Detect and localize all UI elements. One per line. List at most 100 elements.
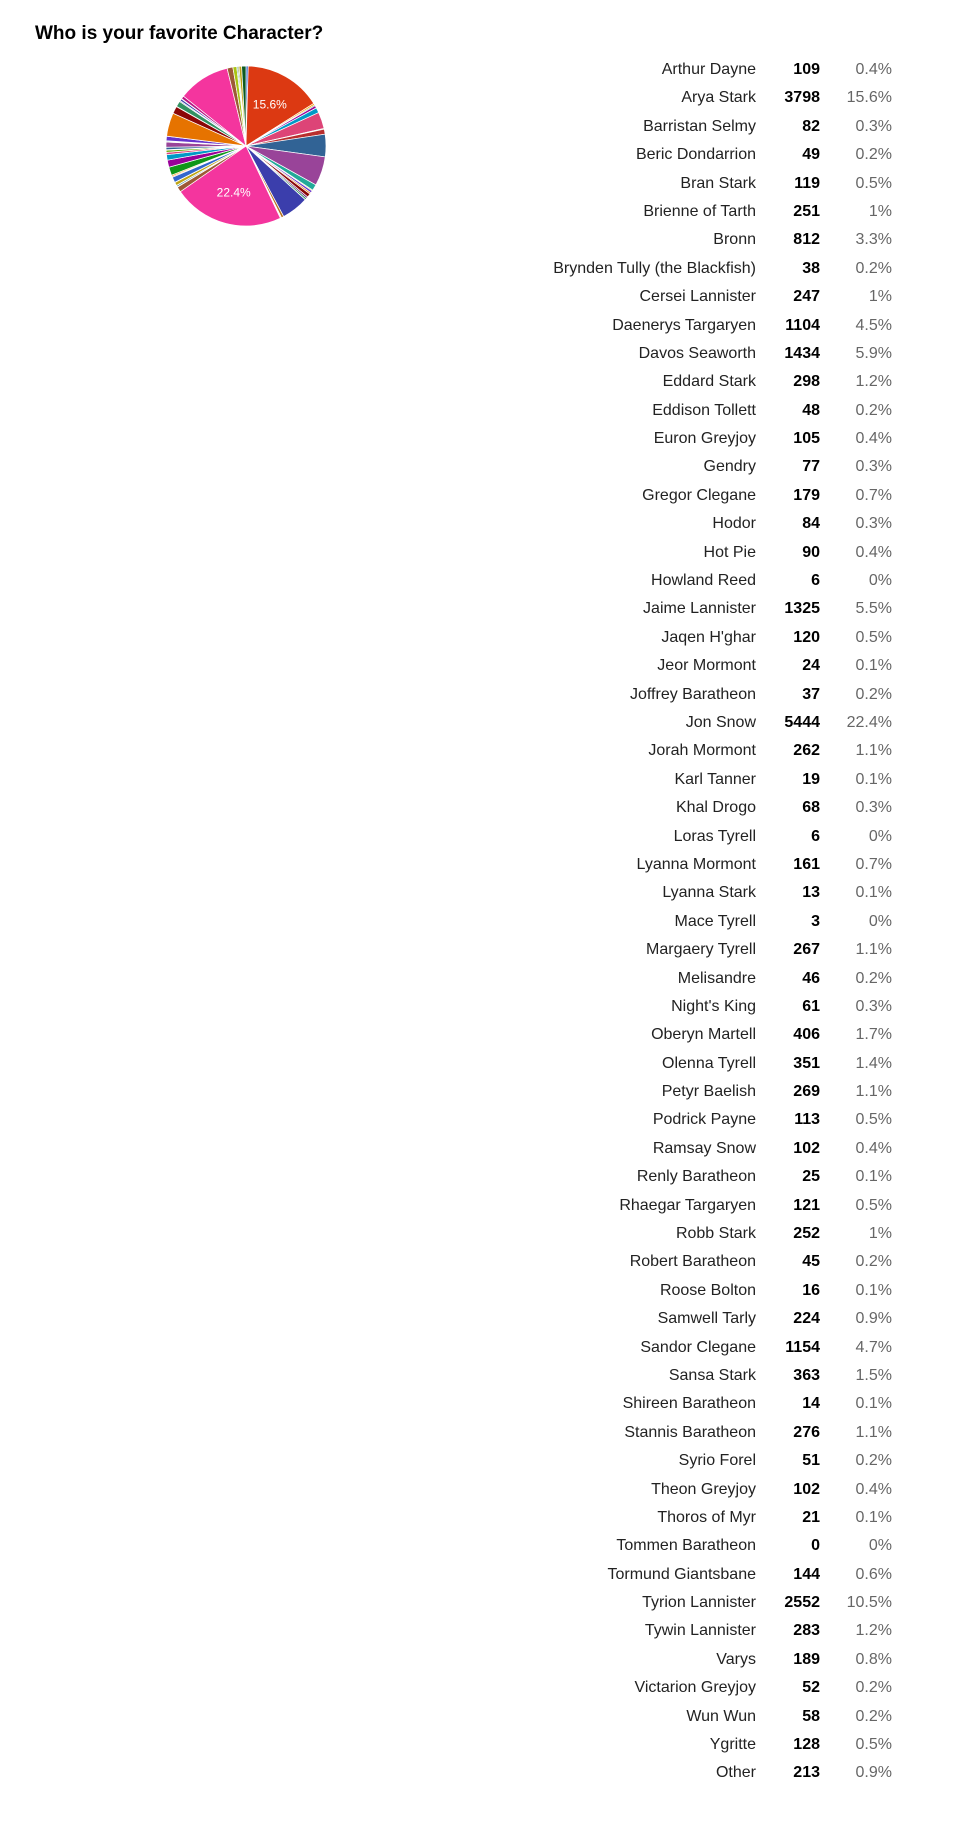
legend-percent: 0.6% [855,1565,892,1583]
legend-row: Jorah Mormont 262 1.1% [440,737,910,765]
legend-percent: 0.3% [855,117,892,135]
legend-row: Jaime Lannister 1325 5.5% [440,595,910,623]
legend-percent: 0.4% [855,430,892,448]
legend-name: Jaqen H'ghar [661,628,756,646]
legend-row: Arthur Dayne 109 0.4% [440,56,910,84]
legend-name: Gendry [703,458,756,476]
legend-percent: 1% [868,1225,892,1243]
legend-row: Varys 189 0.8% [440,1646,910,1674]
legend-count: 38 [802,259,820,277]
legend-row: Olenna Tyrell 351 1.4% [440,1050,910,1078]
legend-count: 3798 [784,89,820,107]
legend-row: Syrio Forel 51 0.2% [440,1447,910,1475]
legend-percent: 0.2% [855,685,892,703]
legend-count: 105 [793,430,820,448]
legend-count: 14 [802,1395,820,1413]
legend-percent: 0.5% [855,628,892,646]
legend-percent: 0.4% [855,1480,892,1498]
legend-percent: 0.1% [855,1508,892,1526]
legend-count: 1434 [784,344,820,362]
legend-row: Gregor Clegane 179 0.7% [440,482,910,510]
legend-row: Lyanna Mormont 161 0.7% [440,851,910,879]
legend-row: Sansa Stark 363 1.5% [440,1362,910,1390]
legend-row: Thoros of Myr 21 0.1% [440,1504,910,1532]
legend-name: Varys [716,1650,756,1668]
legend-name: Hodor [712,515,756,533]
legend-percent: 0.5% [855,174,892,192]
legend-row: Podrick Payne 113 0.5% [440,1106,910,1134]
pie-slice-label: 15.6% [253,97,287,111]
legend-name: Petyr Baelish [661,1083,756,1101]
legend-row: Other 213 0.9% [440,1759,910,1787]
legend-row: Ramsay Snow 102 0.4% [440,1135,910,1163]
legend-count: 51 [802,1452,820,1470]
legend-row: Night's King 61 0.3% [440,993,910,1021]
legend-name: Robert Baratheon [629,1253,756,1271]
legend-count: 52 [802,1679,820,1697]
legend-percent: 0.2% [855,259,892,277]
legend-percent: 0.2% [855,1707,892,1725]
legend-row: Wun Wun 58 0.2% [440,1703,910,1731]
legend-name: Barristan Selmy [643,117,756,135]
legend-percent: 0.9% [855,1310,892,1328]
legend-percent: 0% [868,827,892,845]
legend-name: Davos Seaworth [638,344,756,362]
legend-percent: 0.7% [855,855,892,873]
legend-percent: 0.8% [855,1650,892,1668]
legend-percent: 1% [868,202,892,220]
legend-name: Brienne of Tarth [643,202,756,220]
legend-name: Night's King [671,997,756,1015]
legend-percent: 0.1% [855,1281,892,1299]
legend-name: Karl Tanner [674,770,756,788]
legend-row: Davos Seaworth 1434 5.9% [440,340,910,368]
legend-percent: 0.2% [855,401,892,419]
legend-count: 144 [793,1565,820,1583]
legend-name: Oberyn Martell [651,1026,756,1044]
legend-count: 24 [802,657,820,675]
legend-count: 102 [793,1139,820,1157]
legend-name: Sansa Stark [668,1366,756,1384]
legend-count: 120 [793,628,820,646]
legend-count: 269 [793,1083,820,1101]
legend-count: 251 [793,202,820,220]
legend-name: Euron Greyjoy [653,430,756,448]
legend-percent: 0.2% [855,1679,892,1697]
legend-name: Renly Baratheon [636,1168,756,1186]
legend-count: 247 [793,288,820,306]
legend-row: Shireen Baratheon 14 0.1% [440,1390,910,1418]
legend-row: Howland Reed 6 0% [440,567,910,595]
legend-row: Tommen Baratheon 0 0% [440,1532,910,1560]
legend-row: Theon Greyjoy 102 0.4% [440,1476,910,1504]
legend-row: Jaqen H'ghar 120 0.5% [440,624,910,652]
legend-percent: 0.3% [855,515,892,533]
legend-row: Tyrion Lannister 2552 10.5% [440,1589,910,1617]
legend-name: Olenna Tyrell [662,1054,756,1072]
legend-name: Eddard Stark [662,373,756,391]
legend-row: Stannis Baratheon 276 1.1% [440,1419,910,1447]
pie-slice [179,145,281,226]
legend-name: Tyrion Lannister [642,1594,756,1612]
legend-percent: 1.7% [855,1026,892,1044]
legend-name: Bran Stark [680,174,756,192]
legend-name: Tywin Lannister [644,1622,756,1640]
legend-row: Eddard Stark 298 1.2% [440,368,910,396]
legend-percent: 0.1% [855,770,892,788]
legend-row: Tywin Lannister 283 1.2% [440,1617,910,1645]
legend-row: Jeor Mormont 24 0.1% [440,652,910,680]
legend-row: Khal Drogo 68 0.3% [440,794,910,822]
legend-count: 121 [793,1196,820,1214]
legend-name: Eddison Tollett [652,401,756,419]
legend-row: Karl Tanner 19 0.1% [440,766,910,794]
legend-count: 48 [802,401,820,419]
legend-count: 283 [793,1622,820,1640]
legend-count: 179 [793,486,820,504]
legend-percent: 0.4% [855,61,892,78]
legend-row: Robb Stark 252 1% [440,1220,910,1248]
legend-count: 161 [793,855,820,873]
legend-row: Rhaegar Targaryen 121 0.5% [440,1192,910,1220]
legend-row: Jon Snow 5444 22.4% [440,709,910,737]
legend-count: 90 [802,543,820,561]
legend-count: 0 [811,1537,820,1555]
legend-percent: 1.1% [855,941,892,959]
legend-name: Mace Tyrell [674,912,756,930]
